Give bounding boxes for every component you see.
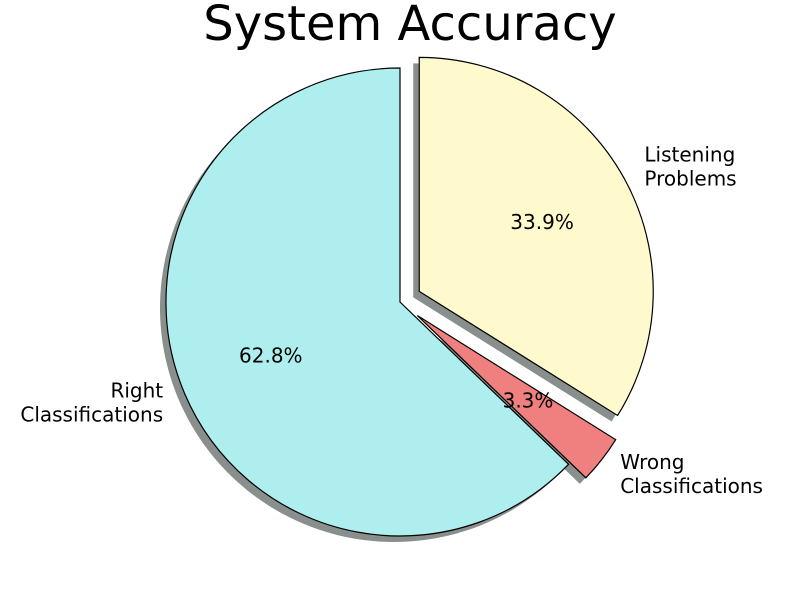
pct-label-listening-problems: 33.9%: [510, 210, 574, 234]
pct-label-wrong-classifications: 3.3%: [503, 388, 554, 412]
wedge-listening-problems: [418, 56, 654, 417]
pie-labels: 62.8% Right Classifications 3.3% Wrong Classi…: [20, 143, 763, 498]
chart-title: System Accuracy: [203, 0, 616, 52]
category-label-right-classifications: Right Classifications: [20, 379, 163, 427]
category-label-wrong-classifications: Wrong Classifications: [620, 450, 763, 498]
pct-label-right-classifications: 62.8%: [239, 343, 303, 367]
wedge-wrong-classifications: [416, 315, 617, 479]
pie-wedges: [165, 56, 654, 537]
wedge-right-classifications: [165, 67, 570, 537]
category-label-listening-problems: Listening Problems: [644, 143, 736, 191]
